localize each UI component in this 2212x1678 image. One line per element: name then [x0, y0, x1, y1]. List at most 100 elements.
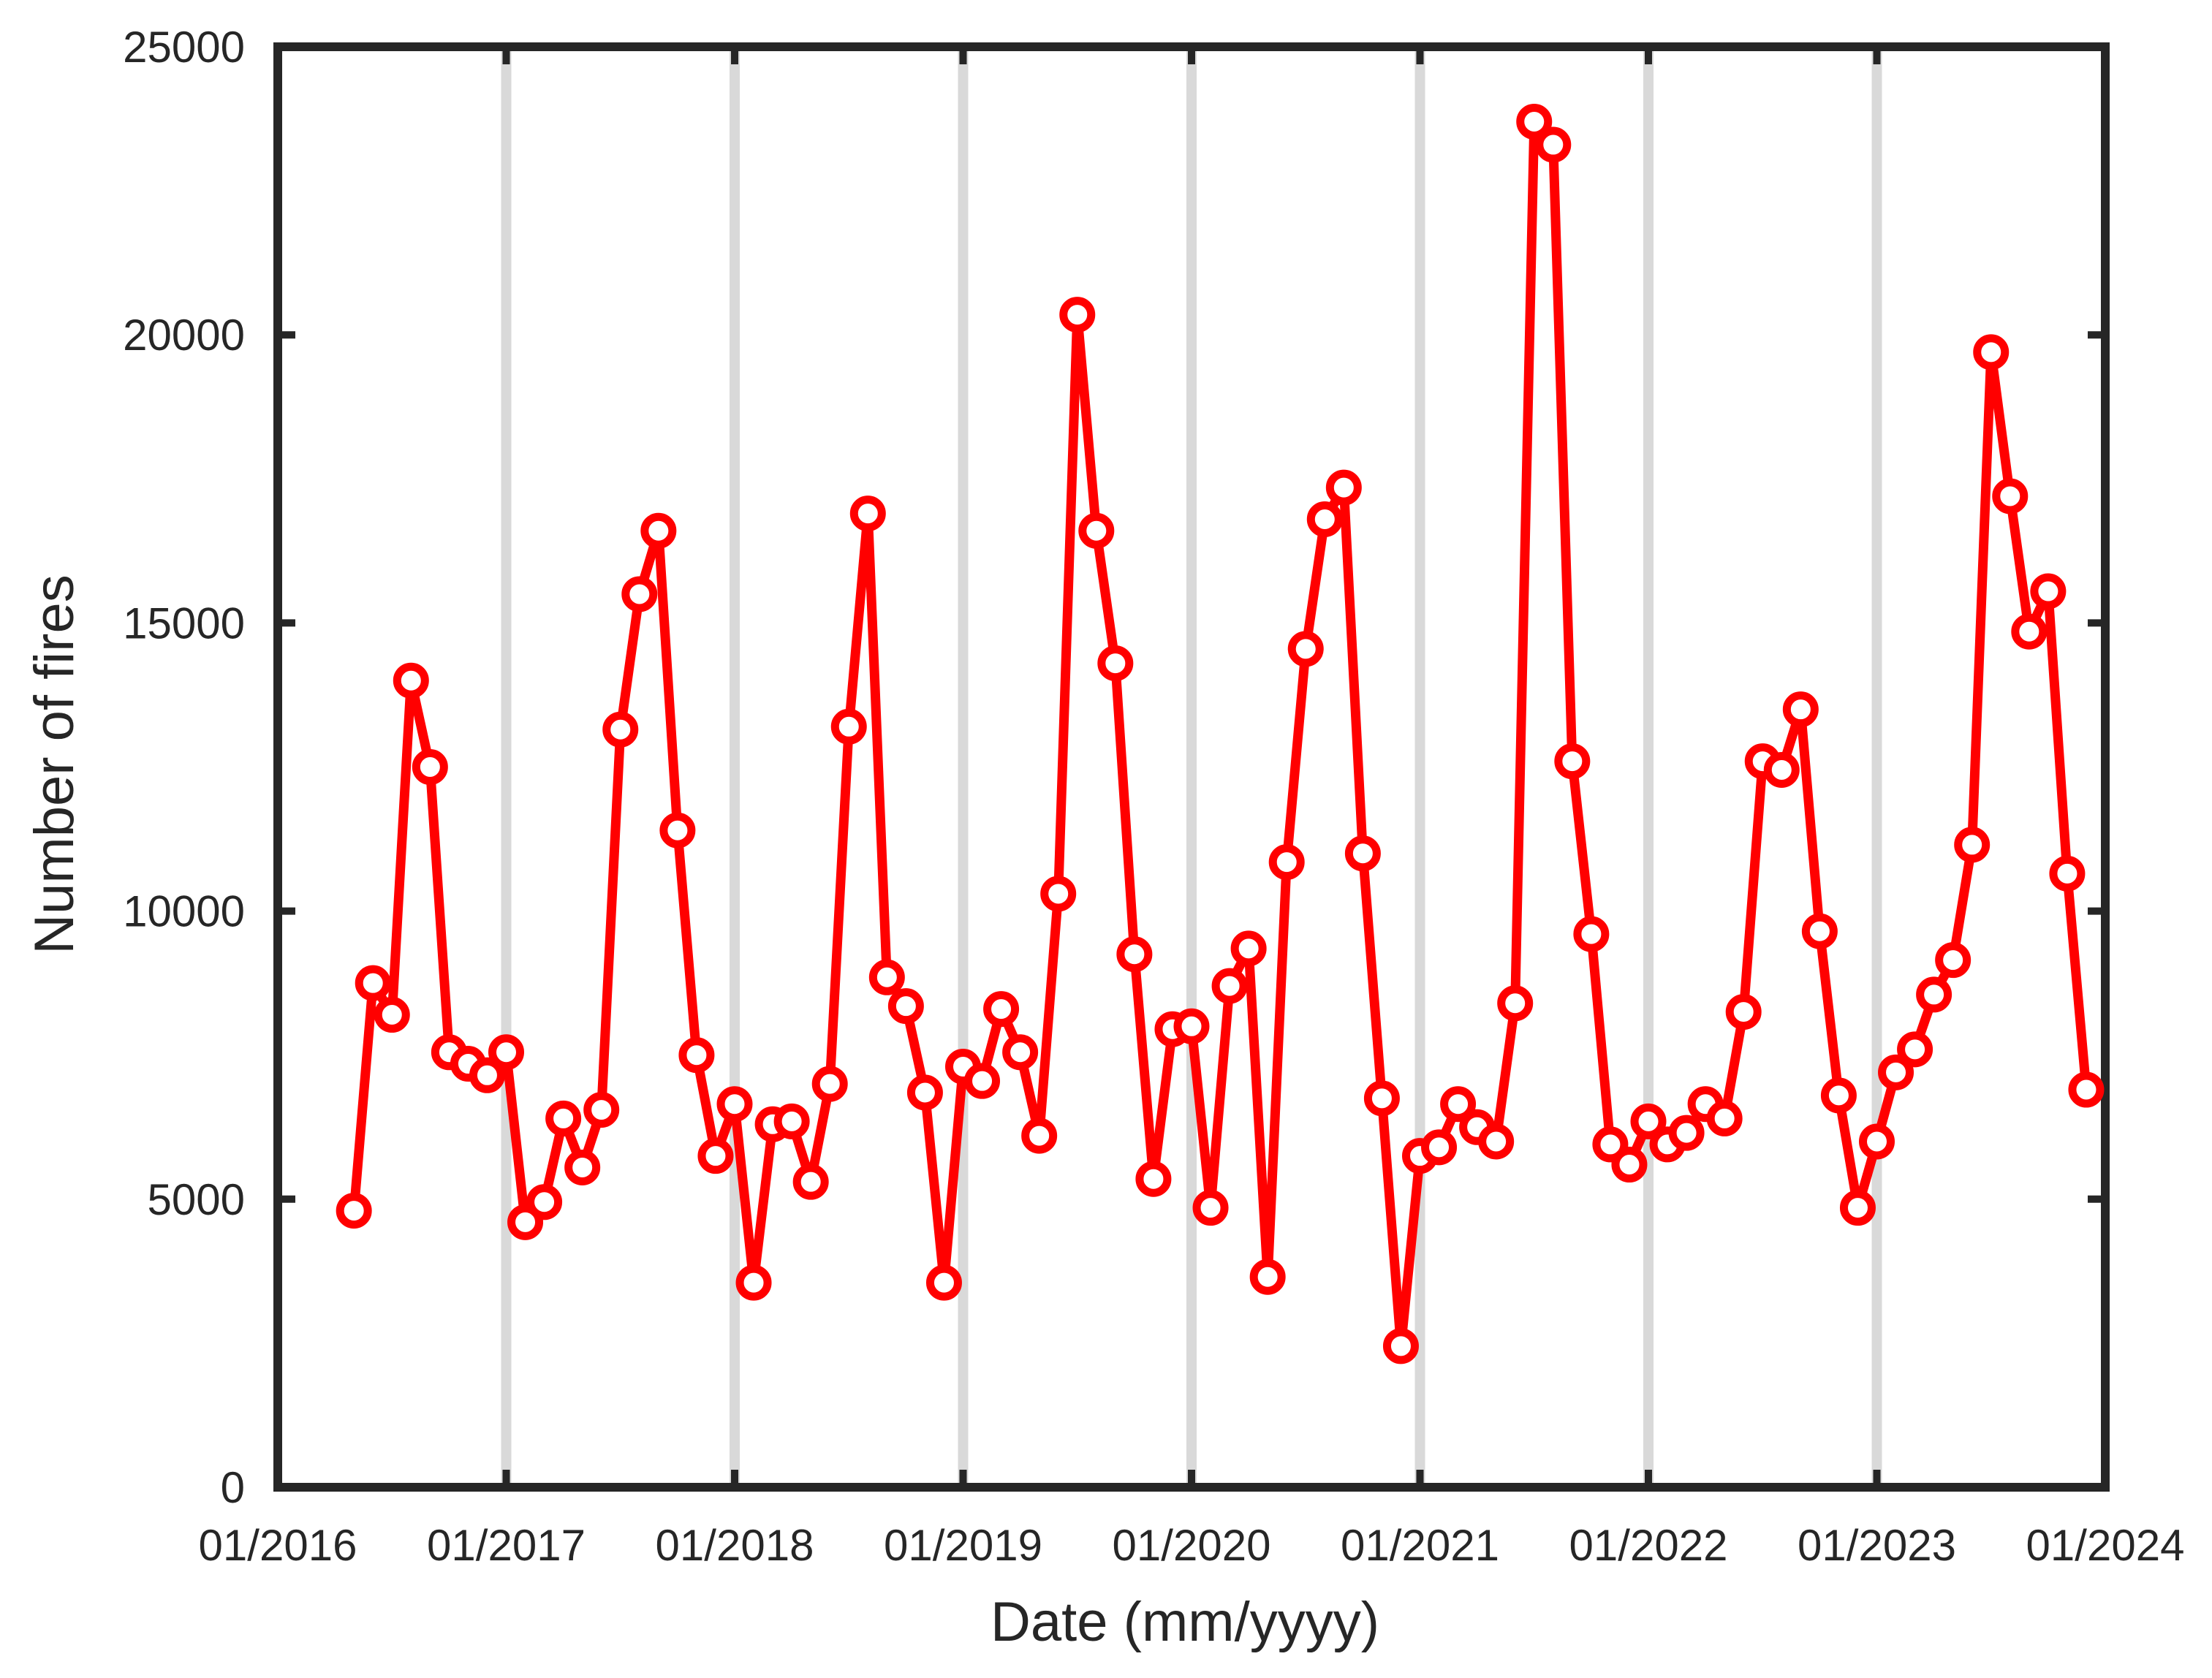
y-axis-title: Number of fires [23, 574, 86, 954]
data-point-marker [1230, 930, 1267, 967]
data-point-marker [1897, 1031, 1933, 1068]
data-point-marker [1763, 751, 1800, 788]
data-point-marker [1916, 976, 1952, 1013]
data-point-marker [1725, 994, 1762, 1030]
x-tick-label: 01/2022 [1569, 1521, 1728, 1570]
data-point-marker [602, 711, 639, 748]
data-point-marker [2049, 855, 2086, 892]
data-point-marker [925, 1264, 962, 1301]
y-tick-label: 5000 [148, 1175, 245, 1224]
data-point-marker [1021, 1117, 1058, 1154]
data-point-marker [2068, 1071, 2105, 1108]
y-tick-label: 25000 [123, 23, 245, 72]
data-point-marker [1344, 835, 1381, 872]
data-point-marker [1363, 1080, 1400, 1117]
y-tick-label: 0 [221, 1463, 245, 1512]
data-point-marker [830, 708, 867, 745]
data-point-marker [1173, 1008, 1210, 1044]
x-tick-label: 01/2020 [1113, 1521, 1271, 1570]
data-point-marker [1630, 1103, 1667, 1139]
data-point-marker [1135, 1161, 1172, 1197]
data-point-marker [1268, 844, 1305, 881]
y-tick-label: 10000 [123, 887, 245, 936]
data-point-marker [1440, 1086, 1477, 1123]
x-tick-label: 01/2023 [1798, 1521, 1956, 1570]
data-point-marker [906, 1074, 943, 1111]
x-tick-label: 01/2018 [656, 1521, 814, 1570]
data-point-marker [716, 1086, 753, 1123]
data-point-marker [678, 1037, 715, 1074]
data-point-marker [1097, 645, 1134, 682]
series-fires [336, 103, 2105, 1364]
data-point-marker [849, 496, 886, 532]
data-point-marker [2030, 573, 2067, 610]
data-point-marker [1954, 827, 1991, 863]
data-point-marker [811, 1066, 848, 1102]
data-point-marker [1497, 985, 1534, 1022]
data-point-marker [526, 1184, 563, 1220]
data-point-marker [1668, 1115, 1705, 1151]
data-point-marker [1592, 1126, 1629, 1163]
data-point-marker [792, 1163, 829, 1200]
data-point-marker [659, 812, 696, 849]
data-point-marker [964, 1063, 1001, 1099]
x-tick-label: 01/2017 [427, 1521, 586, 1570]
data-point-marker [735, 1264, 772, 1301]
data-point-marker [1002, 1034, 1039, 1071]
x-tick-label: 01/2019 [884, 1521, 1042, 1570]
data-point-marker [868, 959, 905, 995]
data-point-marker [1801, 913, 1838, 949]
data-point-marker [621, 576, 658, 612]
data-point-marker [355, 965, 391, 1001]
data-point-marker [1973, 334, 2010, 371]
data-point-marker [887, 988, 924, 1025]
data-point-marker [1078, 512, 1115, 549]
data-point-marker [773, 1103, 810, 1139]
x-axis-title: Date (mm/yyyy) [991, 1591, 1379, 1653]
data-point-marker [1516, 103, 1553, 140]
data-point-marker [488, 1034, 524, 1071]
data-point-marker [2011, 613, 2048, 650]
data-point-marker [1611, 1146, 1648, 1182]
data-point-marker [1535, 126, 1572, 163]
data-point-marker [1325, 469, 1362, 506]
data-point-marker [1839, 1190, 1876, 1226]
data-point-marker [374, 997, 410, 1033]
x-tick-label: 01/2024 [2026, 1521, 2185, 1570]
data-point-marker [412, 749, 448, 785]
y-tick-label: 20000 [123, 311, 245, 360]
data-point-marker [1859, 1123, 1895, 1160]
data-point-marker [640, 512, 677, 549]
data-point-marker [1992, 478, 2029, 515]
data-point-marker [545, 1100, 582, 1136]
data-point-marker [564, 1149, 601, 1185]
data-point-marker [1306, 501, 1343, 537]
data-point-marker [1554, 743, 1591, 780]
data-point-marker [1421, 1129, 1458, 1166]
data-point-marker [983, 991, 1020, 1028]
data-point-marker [1820, 1077, 1857, 1114]
x-tick-label: 01/2021 [1341, 1521, 1499, 1570]
data-point-marker [1287, 631, 1324, 667]
data-point-marker [1935, 942, 1972, 979]
data-point-marker [1059, 297, 1096, 333]
data-point-marker [1116, 936, 1153, 973]
data-point-marker [1211, 968, 1248, 1004]
gridlines [501, 47, 1882, 1487]
y-tick-label: 15000 [123, 599, 245, 648]
data-point-marker [393, 662, 429, 699]
data-point-marker [1878, 1054, 1914, 1090]
data-point-marker [469, 1057, 505, 1093]
data-point-marker [336, 1193, 372, 1229]
data-point-marker [507, 1204, 544, 1240]
x-tick-label: 01/2016 [199, 1521, 357, 1570]
data-point-marker [1382, 1328, 1419, 1364]
axes [273, 42, 2110, 1492]
data-point-marker [1573, 916, 1610, 952]
data-point-marker [1782, 691, 1819, 728]
data-point-marker [1478, 1123, 1515, 1160]
data-point-marker [1192, 1190, 1229, 1226]
data-point-marker [1249, 1258, 1286, 1295]
